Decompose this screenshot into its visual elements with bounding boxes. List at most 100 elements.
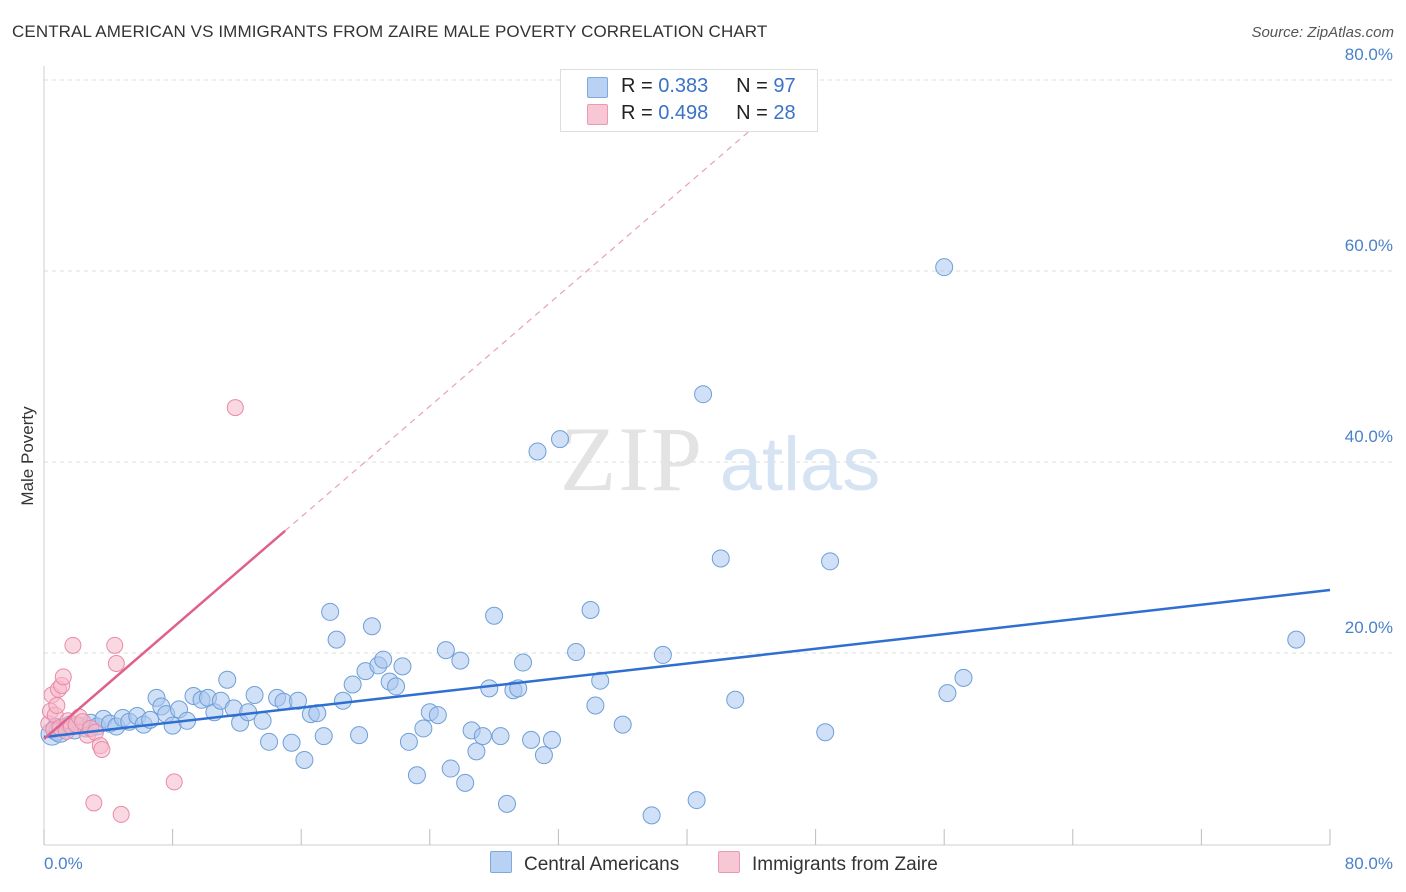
data-point-central-americans <box>374 650 393 669</box>
legend-n-value: 97 <box>773 75 796 97</box>
data-point-central-americans <box>514 653 533 672</box>
data-point-immigrants-from-zaire <box>64 636 82 654</box>
legend-r-label: R = <box>621 102 653 124</box>
data-point-central-americans <box>1287 630 1306 649</box>
data-point-central-americans <box>343 675 362 694</box>
data-point-central-americans <box>938 684 957 703</box>
x-tick-label: 80.0% <box>1345 854 1393 873</box>
bottom-legend-immigrants-from-zaire: Immigrants from Zaire <box>718 851 938 876</box>
data-point-central-americans <box>387 677 406 696</box>
x-tick-label: 0.0% <box>44 854 83 873</box>
data-point-central-americans <box>586 696 605 715</box>
data-point-immigrants-from-zaire <box>107 655 125 673</box>
watermark-zip: ZIP <box>560 408 704 510</box>
data-point-central-americans <box>491 727 510 746</box>
bottom-legend-central-americans: Central Americans <box>490 851 679 876</box>
data-point-central-americans <box>260 732 279 751</box>
y-tick-label: 80.0% <box>1345 45 1393 64</box>
data-point-central-americans <box>456 773 475 792</box>
data-point-central-americans <box>816 723 835 742</box>
trend-line-immigrants-from-zaire <box>43 529 286 740</box>
legend-r-label: R = <box>621 75 653 97</box>
data-point-central-americans <box>726 690 745 709</box>
data-point-central-americans <box>321 602 340 621</box>
y-tick-label: 40.0% <box>1345 427 1393 446</box>
bottom-legend-label: Immigrants from Zaire <box>752 854 938 875</box>
data-point-central-americans <box>522 730 541 749</box>
legend-n-value: 28 <box>773 102 796 124</box>
data-point-central-americans <box>473 727 492 746</box>
data-point-central-americans <box>480 679 499 698</box>
data-point-central-americans <box>935 258 954 277</box>
trend-line-extension-immigrants-from-zaire <box>284 108 776 532</box>
data-point-central-americans <box>399 732 418 751</box>
data-point-central-americans <box>711 549 730 568</box>
data-point-immigrants-from-zaire <box>112 805 130 823</box>
legend-r-value: 0.383 <box>658 75 709 97</box>
grid-lines <box>44 79 1392 654</box>
data-point-immigrants-from-zaire <box>48 697 66 715</box>
series-immigrants-from-zaire <box>40 399 244 823</box>
data-point-central-americans <box>327 630 346 649</box>
data-point-central-americans <box>528 442 547 461</box>
chart-title: CENTRAL AMERICAN VS IMMIGRANTS FROM ZAIR… <box>12 22 768 41</box>
data-point-central-americans <box>362 617 381 636</box>
data-point-central-americans <box>581 601 600 620</box>
data-point-central-americans <box>821 552 840 571</box>
data-point-central-americans <box>567 643 586 662</box>
data-point-central-americans <box>551 430 570 449</box>
data-point-central-americans <box>428 706 447 725</box>
y-tick-label: 20.0% <box>1345 618 1393 637</box>
bottom-legend-swatch-blue <box>490 851 512 873</box>
data-point-central-americans <box>613 715 632 734</box>
data-point-immigrants-from-zaire <box>226 399 244 417</box>
data-point-central-americans <box>485 606 504 625</box>
data-point-central-americans <box>414 719 433 738</box>
data-point-central-americans <box>282 733 301 752</box>
y-tick-label: 60.0% <box>1345 236 1393 255</box>
data-point-immigrants-from-zaire <box>54 668 72 686</box>
data-point-central-americans <box>687 791 706 810</box>
trend-line-central-americans <box>43 588 1331 739</box>
data-point-central-americans <box>642 806 661 825</box>
legend-n-label: N = <box>736 75 768 97</box>
legend: R = 0.383 N = 97 R = 0.498 N = 28 <box>560 69 818 132</box>
legend-swatch-pink <box>587 104 608 125</box>
source-credit: Source: ZipAtlas.com <box>1251 24 1394 41</box>
data-point-central-americans <box>534 746 553 765</box>
data-point-central-americans <box>436 641 455 660</box>
bottom-legend-swatch-pink <box>718 851 740 873</box>
axis-labels: 20.0% 40.0% 60.0% 80.0% 0.0% 80.0% Male Povert… <box>18 45 1393 873</box>
watermark: ZIP atlas <box>560 408 880 510</box>
data-point-central-americans <box>451 651 470 670</box>
data-point-central-americans <box>333 691 352 710</box>
data-point-central-americans <box>295 750 314 769</box>
data-point-central-americans <box>407 766 426 785</box>
bottom-legend-label: Central Americans <box>524 854 680 875</box>
y-axis-title: Male Poverty <box>18 406 37 506</box>
legend-r-value: 0.498 <box>658 102 709 124</box>
trend-lines <box>43 108 1331 740</box>
data-point-central-americans <box>314 727 333 746</box>
data-point-central-americans <box>653 645 672 664</box>
data-point-immigrants-from-zaire <box>106 636 124 654</box>
data-point-central-americans <box>441 759 460 778</box>
legend-swatch-blue <box>587 77 608 98</box>
data-point-central-americans <box>467 742 486 761</box>
data-point-central-americans <box>954 668 973 687</box>
data-point-central-americans <box>694 385 713 404</box>
data-point-central-americans <box>542 730 561 749</box>
legend-n-label: N = <box>736 102 768 124</box>
data-point-central-americans <box>253 711 272 730</box>
data-point-immigrants-from-zaire <box>165 773 183 791</box>
series-central-americans <box>40 258 1306 825</box>
data-point-immigrants-from-zaire <box>93 740 111 758</box>
data-point-central-americans <box>350 726 369 745</box>
data-point-central-americans <box>245 686 264 705</box>
watermark-atlas: atlas <box>720 422 881 507</box>
data-point-immigrants-from-zaire <box>85 794 103 812</box>
data-point-central-americans <box>393 657 412 676</box>
data-point-central-americans <box>497 794 516 813</box>
data-point-central-americans <box>218 670 237 689</box>
